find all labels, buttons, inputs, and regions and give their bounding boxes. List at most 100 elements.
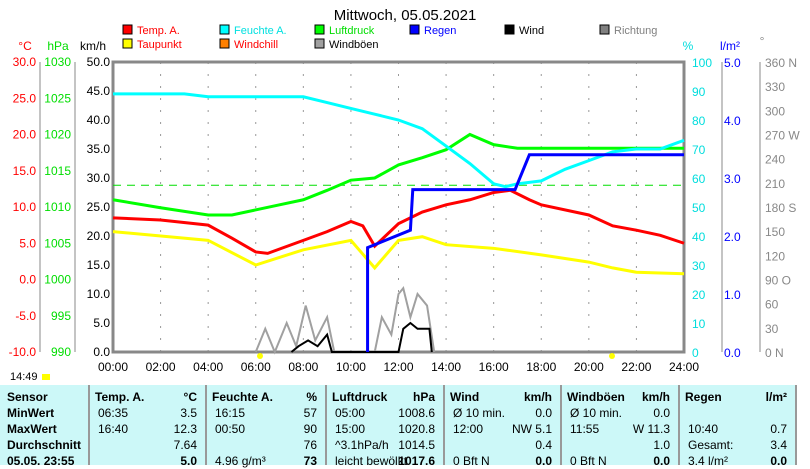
rain-tick-label: 2.0: [724, 230, 741, 244]
x-tick-label: 08:00: [288, 360, 318, 374]
pressure-tick-label: 1025: [44, 91, 71, 105]
temp-tick-label: 25.0: [13, 91, 37, 105]
direction-tick-label: 0 N: [765, 346, 784, 360]
direction-tick-label: 90 O: [765, 274, 791, 288]
humidity-tick-label: 80: [692, 114, 706, 128]
column-unit: l/m²: [765, 390, 787, 404]
pressure-tick-label: 1005: [44, 236, 71, 250]
temp-tick-label: -10.0: [9, 345, 37, 359]
legend-swatch: [504, 24, 515, 35]
cell-note: 16:15: [215, 406, 246, 420]
x-tick-label: 14:00: [431, 360, 461, 374]
column-unit: %: [306, 390, 317, 404]
legend-swatch: [599, 24, 610, 35]
column-unit: km/h: [523, 390, 552, 404]
table-column: Luftdruck hPa 05:00 1008.6 15:00 1020.8 ^3.1hP…: [325, 385, 445, 468]
cell-note: 12:00: [453, 422, 484, 436]
legend-label: Windchill: [234, 39, 278, 51]
direction-tick-label: 210: [765, 177, 785, 191]
legend-swatch: [219, 24, 230, 35]
rain-unit: l/m²: [720, 39, 740, 53]
column-header: Temp. A.: [95, 390, 145, 404]
pressure-tick-label: 990: [51, 345, 71, 359]
pressure-tick-label: 1030: [44, 55, 71, 69]
cell-note: 16:40: [98, 422, 129, 436]
humidity-tick-label: 20: [692, 288, 706, 302]
cell-value: 7.64: [173, 438, 197, 452]
cell-note: 00:50: [215, 422, 246, 436]
humidity-tick-label: 40: [692, 230, 706, 244]
cell-note: 10:40: [688, 422, 719, 436]
x-tick-label: 22:00: [621, 360, 651, 374]
temp-tick-label: -5.0: [15, 309, 36, 323]
legend-label: Luftdruck: [329, 25, 375, 37]
direction-tick-label: 180 S: [765, 201, 796, 215]
legend-label: Taupunkt: [137, 39, 182, 51]
row-label: MinWert: [7, 406, 55, 420]
pressure-tick-label: 1000: [44, 273, 71, 287]
series-taupunkt: [112, 230, 685, 276]
x-tick-label: 02:00: [146, 360, 176, 374]
cell-value: 1008.6: [398, 406, 435, 420]
cell-value: 90: [303, 422, 317, 436]
legend-label: Richtung: [614, 25, 657, 37]
cell-note: ^3.1hPa/h: [335, 438, 389, 452]
humidity-tick-label: 10: [692, 317, 706, 331]
humidity-tick-label: 90: [692, 85, 706, 99]
wind-tick-label: 15.0: [87, 258, 111, 272]
cell-value: 1020.8: [398, 422, 435, 436]
cell-value: 0.4: [535, 438, 552, 452]
cell-value: 0.0: [653, 406, 670, 420]
sun-marker-icon: [257, 353, 263, 359]
direction-unit: °: [760, 34, 765, 48]
direction-tick-label: 300: [765, 104, 785, 118]
table-column: Wind km/h Ø 10 min. 0.0 12:00 NW 5.1 0.4 0 Bft …: [443, 385, 562, 468]
wind-tick-label: 5.0: [93, 316, 110, 330]
cell-value: 0.0: [770, 454, 787, 468]
table-column: Temp. A. °C 06:35 3.5 16:40 12.3 7.64 5.0: [88, 385, 207, 468]
table-column: Feuchte A.% 16:15 57 00:50 90 76 4.96 g/m³ 73: [205, 385, 327, 468]
chart-title: Mittwoch, 05.05.2021: [334, 7, 477, 24]
direction-tick-label: 330: [765, 80, 785, 94]
column-header: Sensor: [7, 390, 48, 404]
x-tick-label: 06:00: [241, 360, 271, 374]
humidity-tick-label: 0: [692, 346, 699, 360]
legend-swatch: [122, 24, 133, 35]
temp-tick-label: 10.0: [13, 200, 37, 214]
wind-tick-label: 20.0: [87, 229, 111, 243]
series-feuchte-a-: [113, 92, 685, 189]
column-header: Windböen: [567, 390, 625, 404]
cell-note: 15:00: [335, 422, 366, 436]
cell-value: 12.3: [173, 422, 197, 436]
wind-tick-label: 10.0: [87, 287, 111, 301]
cell-note: 11:55: [570, 422, 600, 436]
legend-swatch: [122, 38, 133, 49]
humidity-tick-label: 50: [692, 201, 706, 215]
table-column: Sensor MinWert MaxWert Durchschnitt 05.05. 2…: [0, 385, 90, 468]
cell-value: 3.5: [180, 406, 197, 420]
cell-value: 1.0: [653, 438, 670, 452]
direction-tick-label: 120: [765, 249, 785, 263]
direction-tick-label: 60: [765, 298, 779, 312]
sun-marker-icon: [609, 353, 615, 359]
humidity-tick-label: 100: [692, 56, 712, 70]
cell-value: 5.0: [180, 454, 197, 468]
humidity-unit: %: [683, 39, 694, 53]
x-tick-label: 16:00: [479, 360, 509, 374]
series-windböen: [254, 286, 436, 355]
clock-label: 14:49: [10, 371, 38, 383]
x-tick-label: 10:00: [336, 360, 366, 374]
pressure-tick-label: 1015: [44, 164, 71, 178]
direction-tick-label: 270 W: [765, 129, 800, 143]
cell-value: W 11.3: [632, 422, 670, 436]
humidity-tick-label: 70: [692, 143, 706, 157]
direction-tick-label: 150: [765, 225, 785, 239]
direction-tick-label: 30: [765, 322, 779, 336]
cell-value: 73: [303, 454, 317, 468]
rain-tick-label: 3.0: [724, 172, 741, 186]
legend-label: Feuchte A.: [234, 25, 287, 37]
table-column: Windböen km/h Ø 10 min. 0.0 11:55 W 11.3 1.0 0 …: [560, 385, 680, 468]
humidity-tick-label: 30: [692, 259, 706, 273]
cell-value: 0.7: [770, 422, 787, 436]
legend-swatch: [314, 38, 325, 49]
